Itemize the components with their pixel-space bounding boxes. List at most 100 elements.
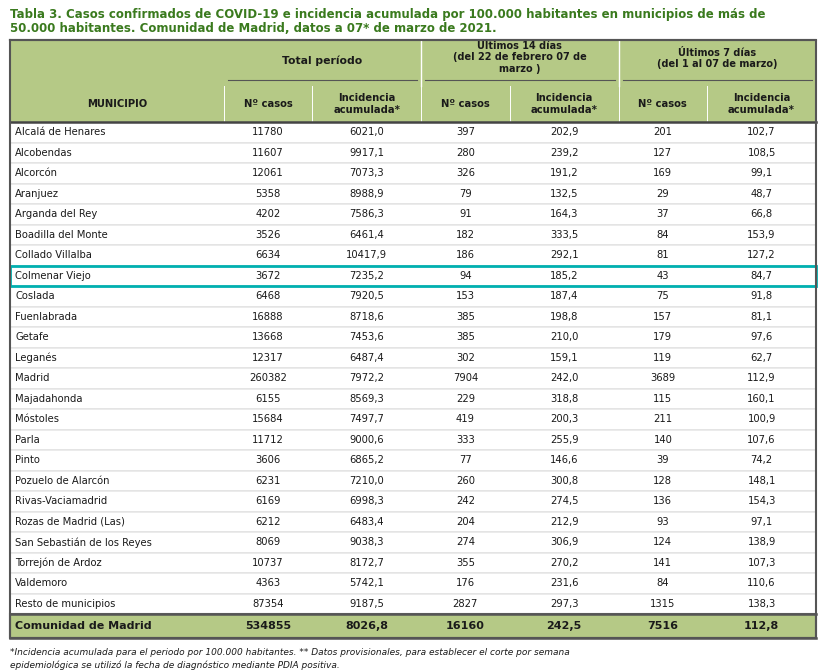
Bar bbox=[10, 40, 816, 86]
Text: 50.000 habitantes. Comunidad de Madrid, datos a 07* de marzo de 2021.: 50.000 habitantes. Comunidad de Madrid, … bbox=[10, 22, 496, 35]
Text: 110,6: 110,6 bbox=[748, 578, 776, 588]
Text: 107,6: 107,6 bbox=[748, 435, 776, 445]
Text: 231,6: 231,6 bbox=[550, 578, 578, 588]
Text: 5358: 5358 bbox=[255, 189, 281, 199]
Text: Boadilla del Monte: Boadilla del Monte bbox=[15, 229, 107, 240]
Text: 84: 84 bbox=[657, 229, 669, 240]
Text: 6169: 6169 bbox=[255, 497, 281, 506]
Bar bbox=[10, 470, 816, 491]
Text: 191,2: 191,2 bbox=[550, 168, 578, 178]
Text: 200,3: 200,3 bbox=[550, 414, 578, 424]
Bar bbox=[10, 511, 816, 532]
Text: 97,1: 97,1 bbox=[751, 517, 772, 527]
Text: 11712: 11712 bbox=[252, 435, 284, 445]
Text: 6998,3: 6998,3 bbox=[349, 497, 384, 506]
Text: 333: 333 bbox=[456, 435, 475, 445]
Text: Nº casos: Nº casos bbox=[244, 99, 292, 109]
Bar bbox=[10, 491, 816, 511]
Text: 185,2: 185,2 bbox=[550, 271, 578, 280]
Text: 7904: 7904 bbox=[453, 373, 478, 383]
Text: 127: 127 bbox=[653, 148, 672, 158]
Text: 154,3: 154,3 bbox=[748, 497, 776, 506]
Text: 48,7: 48,7 bbox=[751, 189, 772, 199]
Text: 94: 94 bbox=[459, 271, 472, 280]
Text: 333,5: 333,5 bbox=[550, 229, 578, 240]
Bar bbox=[10, 532, 816, 552]
Text: Incidencia
acumulada*: Incidencia acumulada* bbox=[333, 93, 400, 115]
Text: 12317: 12317 bbox=[252, 353, 284, 363]
Text: 132,5: 132,5 bbox=[550, 189, 578, 199]
Text: 91: 91 bbox=[459, 209, 472, 219]
Text: 75: 75 bbox=[657, 291, 669, 301]
Text: 292,1: 292,1 bbox=[550, 250, 578, 260]
Text: 141: 141 bbox=[653, 558, 672, 568]
Text: 84,7: 84,7 bbox=[751, 271, 772, 280]
Text: 11607: 11607 bbox=[252, 148, 284, 158]
Text: 201: 201 bbox=[653, 127, 672, 138]
Text: 153,9: 153,9 bbox=[748, 229, 776, 240]
Text: Alcalá de Henares: Alcalá de Henares bbox=[15, 127, 106, 138]
Text: 8026,8: 8026,8 bbox=[345, 621, 388, 631]
Bar bbox=[10, 266, 816, 286]
Text: 7235,2: 7235,2 bbox=[349, 271, 384, 280]
Bar bbox=[10, 450, 816, 470]
Bar bbox=[10, 204, 816, 225]
Text: 102,7: 102,7 bbox=[748, 127, 776, 138]
Text: epidemiológica se utilizó la fecha de diagnóstico mediante PDIA positiva.: epidemiológica se utilizó la fecha de di… bbox=[10, 661, 339, 670]
Text: 419: 419 bbox=[456, 414, 475, 424]
Bar bbox=[10, 389, 816, 409]
Bar bbox=[10, 552, 816, 573]
Text: 210,0: 210,0 bbox=[550, 332, 578, 342]
Text: 6461,4: 6461,4 bbox=[349, 229, 384, 240]
Text: 10417,9: 10417,9 bbox=[346, 250, 387, 260]
Text: 99,1: 99,1 bbox=[751, 168, 772, 178]
Text: 6155: 6155 bbox=[255, 394, 281, 404]
Text: 87354: 87354 bbox=[252, 599, 283, 609]
Text: Pinto: Pinto bbox=[15, 455, 40, 465]
Text: 136: 136 bbox=[653, 497, 672, 506]
Text: 8988,9: 8988,9 bbox=[349, 189, 384, 199]
Text: 43: 43 bbox=[657, 271, 669, 280]
Text: 159,1: 159,1 bbox=[550, 353, 578, 363]
Text: 157: 157 bbox=[653, 312, 672, 322]
Text: Rozas de Madrid (Las): Rozas de Madrid (Las) bbox=[15, 517, 125, 527]
Text: 8172,7: 8172,7 bbox=[349, 558, 384, 568]
Text: 6468: 6468 bbox=[255, 291, 281, 301]
Text: 115: 115 bbox=[653, 394, 672, 404]
Text: 112,8: 112,8 bbox=[744, 621, 779, 631]
Bar bbox=[10, 348, 816, 368]
Text: Colmenar Viejo: Colmenar Viejo bbox=[15, 271, 91, 280]
Text: 187,4: 187,4 bbox=[550, 291, 578, 301]
Text: Getafe: Getafe bbox=[15, 332, 49, 342]
Text: 7516: 7516 bbox=[648, 621, 678, 631]
Text: 127,2: 127,2 bbox=[748, 250, 776, 260]
Text: Valdemoro: Valdemoro bbox=[15, 578, 68, 588]
Text: 242: 242 bbox=[456, 497, 475, 506]
Text: 239,2: 239,2 bbox=[550, 148, 578, 158]
Text: 7920,5: 7920,5 bbox=[349, 291, 384, 301]
Text: Collado Villalba: Collado Villalba bbox=[15, 250, 92, 260]
Text: 79: 79 bbox=[459, 189, 472, 199]
Text: 81: 81 bbox=[657, 250, 669, 260]
Text: Alcorcón: Alcorcón bbox=[15, 168, 58, 178]
Bar bbox=[10, 225, 816, 245]
Text: 260: 260 bbox=[456, 476, 475, 486]
Bar bbox=[10, 266, 816, 286]
Bar bbox=[10, 307, 816, 327]
Text: 6634: 6634 bbox=[255, 250, 281, 260]
Text: 534855: 534855 bbox=[244, 621, 291, 631]
Text: 160,1: 160,1 bbox=[748, 394, 776, 404]
Text: Rivas-Vaciamadrid: Rivas-Vaciamadrid bbox=[15, 497, 107, 506]
Text: 6021,0: 6021,0 bbox=[349, 127, 384, 138]
Text: Madrid: Madrid bbox=[15, 373, 50, 383]
Text: Nº casos: Nº casos bbox=[638, 99, 687, 109]
Text: 100,9: 100,9 bbox=[748, 414, 776, 424]
Text: Nº casos: Nº casos bbox=[441, 99, 490, 109]
Text: 97,6: 97,6 bbox=[751, 332, 772, 342]
Text: 77: 77 bbox=[459, 455, 472, 465]
Bar bbox=[10, 142, 816, 163]
Bar bbox=[10, 163, 816, 183]
Text: 6487,4: 6487,4 bbox=[349, 353, 384, 363]
Text: 93: 93 bbox=[657, 517, 669, 527]
Text: 3526: 3526 bbox=[255, 229, 281, 240]
